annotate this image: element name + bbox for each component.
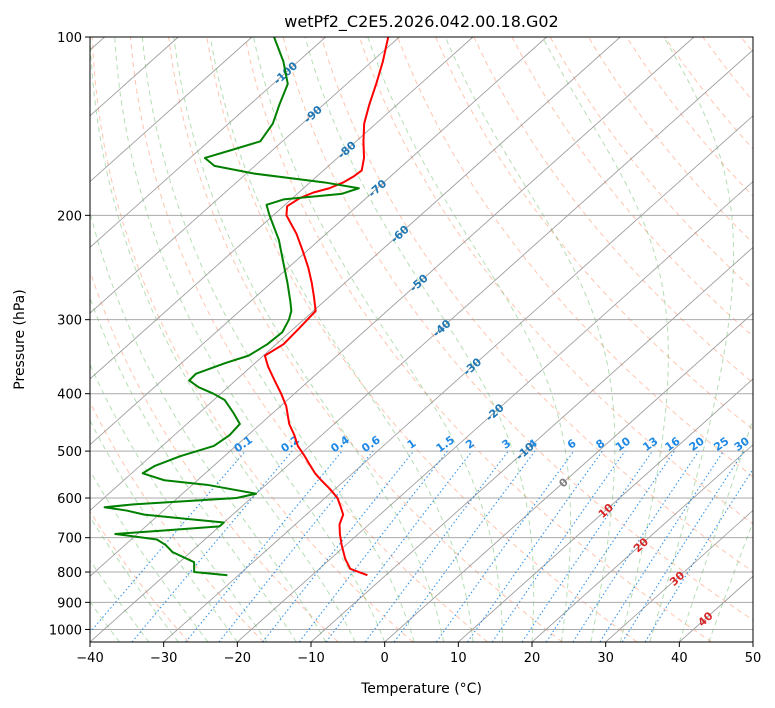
isotherm-line <box>90 37 547 446</box>
isotherm-line <box>384 312 753 642</box>
plot-area: 0.10.20.40.611.52346810131620253036-100-… <box>90 37 753 642</box>
y-tick-label: 1000 <box>49 623 82 638</box>
moist-adiabat-line <box>90 469 209 642</box>
x-tick-label: 40 <box>671 651 688 666</box>
isotherm-line <box>310 246 753 642</box>
x-axis-label: Temperature (°C) <box>360 681 482 697</box>
dry-adiabat-line <box>129 37 488 642</box>
isotherm-line <box>90 37 695 577</box>
moist-adiabat-line <box>90 210 327 642</box>
moist-adiabat-line <box>209 37 474 642</box>
mixing-ratio-line <box>185 450 343 642</box>
y-tick-label: 200 <box>57 209 82 224</box>
dry-adiabat-line <box>91 37 414 642</box>
y-tick-label: 900 <box>57 596 82 611</box>
dry-adiabat-line <box>282 37 753 621</box>
x-tick-label: −40 <box>76 651 103 666</box>
y-tick-label: 800 <box>57 566 82 581</box>
y-tick-label: 700 <box>57 532 82 547</box>
isotherm-line <box>605 509 753 642</box>
isotherm-line <box>163 115 753 642</box>
mixing-ratio-line <box>393 450 536 642</box>
mixing-ratio-line <box>467 450 603 642</box>
moist-adiabat-line <box>90 37 356 642</box>
mixing-ratio-line <box>621 450 745 642</box>
isotherm-line <box>90 49 753 642</box>
y-tick-label: 100 <box>57 31 82 46</box>
moist-adiabat-line <box>114 37 386 642</box>
dry-adiabat-line <box>473 37 753 384</box>
dry-adiabat-line <box>90 401 264 642</box>
dry-adiabat-line <box>90 510 190 642</box>
moist-adiabat-line <box>90 296 297 642</box>
x-tick-label: 30 <box>597 651 614 666</box>
mixing-ratio-line <box>218 450 374 642</box>
dewpoint-profile-line <box>103 37 360 577</box>
moist-adiabat-line <box>444 37 616 642</box>
y-tick-label: 600 <box>57 492 82 507</box>
temperature-profile-line <box>263 37 390 577</box>
moist-adiabat-line <box>367 37 572 642</box>
mixing-ratio-line <box>364 450 509 642</box>
moist-adiabat-line <box>252 37 504 642</box>
y-tick-label: 500 <box>57 445 82 460</box>
mixing-ratio-line <box>521 450 653 642</box>
dry-adiabat-line <box>435 37 753 431</box>
x-tick-label: 0 <box>381 651 389 666</box>
isotherm-line <box>90 37 326 248</box>
x-tick-label: 20 <box>524 651 541 666</box>
moist-adiabat-line <box>304 37 535 642</box>
dry-adiabat-line <box>168 37 563 642</box>
x-tick-label: 10 <box>450 651 467 666</box>
dry-adiabat-line <box>511 37 753 337</box>
mixing-ratio-line <box>325 450 473 642</box>
x-tick-label: 50 <box>745 651 762 666</box>
x-tick-label: −30 <box>150 651 177 666</box>
dry-adiabat-line <box>90 269 339 642</box>
moist-adiabat-line <box>141 37 415 642</box>
mixing-ratio-line <box>572 450 700 642</box>
x-tick-label: −20 <box>224 651 251 666</box>
moist-adiabat-line <box>90 363 268 642</box>
y-tick-label: 300 <box>57 314 82 329</box>
axes-border <box>89 36 754 643</box>
mixing-ratio-line <box>435 450 575 642</box>
isotherm-line <box>237 180 753 642</box>
isotherm-line <box>531 444 753 642</box>
chart-title: wetPf2_C2E5.2026.042.00.18.G02 <box>284 12 558 32</box>
x-tick-label: −10 <box>297 651 324 666</box>
mixing-ratio-line <box>599 450 724 642</box>
isotherm-line <box>90 37 474 380</box>
dry-adiabat-line <box>244 37 712 642</box>
mixing-ratio-line <box>545 450 675 642</box>
moist-adiabat-line <box>678 417 753 642</box>
axes-frame: −40 −30 −20 −10 0 10 20 30 40 50 100 200 300 400 500 60… <box>49 31 761 666</box>
isotherm-line <box>90 37 400 314</box>
mixing-ratio-line <box>491 450 626 642</box>
moist-adiabat-line <box>649 37 735 642</box>
y-tick-label: 400 <box>57 388 82 403</box>
y-axis-label: Pressure (hPa) <box>12 289 28 389</box>
isotherm-line <box>90 37 253 183</box>
isotherm-line <box>90 37 621 512</box>
moist-adiabat-line <box>90 419 238 642</box>
isotherm-line <box>458 378 753 642</box>
